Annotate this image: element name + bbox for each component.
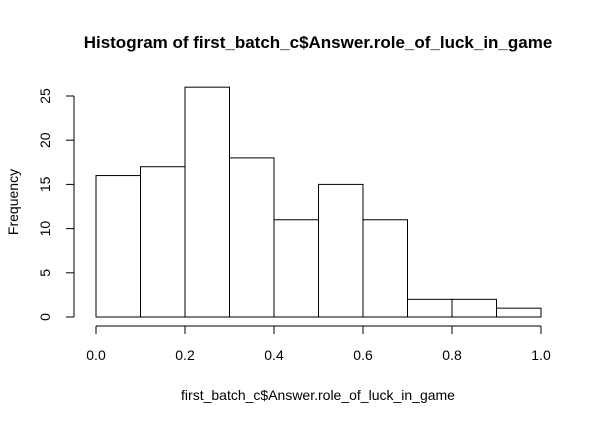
chart-title: Histogram of first_batch_c$Answer.role_o… <box>84 33 553 52</box>
y-axis: 0 5 10 15 20 25 <box>37 88 75 321</box>
x-tick-label: 0.8 <box>442 347 462 363</box>
histogram-bar <box>451 298 497 318</box>
y-tick-label: 15 <box>37 176 53 192</box>
histogram-bar <box>140 166 186 318</box>
y-tick-label: 25 <box>37 88 53 104</box>
histogram-bar <box>318 183 364 318</box>
x-axis-label: first_batch_c$Answer.role_of_luck_in_gam… <box>181 387 455 403</box>
x-axis: 0.0 0.2 0.4 0.6 0.8 1.0 <box>86 325 551 363</box>
bars-group <box>95 86 542 318</box>
x-tick-label: 0.6 <box>353 347 373 363</box>
x-tick-label: 0.2 <box>175 347 195 363</box>
x-tick-label: 0.0 <box>86 347 106 363</box>
x-tick-label: 0.4 <box>264 347 284 363</box>
x-tick-label: 1.0 <box>531 347 551 363</box>
y-tick-label: 10 <box>37 221 53 237</box>
histogram-bar <box>407 298 453 318</box>
histogram-bar <box>95 175 141 318</box>
histogram-bar <box>362 219 408 318</box>
y-tick-label: 0 <box>37 313 53 321</box>
y-tick-label: 5 <box>37 269 53 277</box>
histogram-bar <box>184 86 230 318</box>
y-tick-label: 20 <box>37 132 53 148</box>
histogram-bar <box>229 157 275 318</box>
histogram-bar <box>273 219 319 318</box>
histogram-bar <box>496 307 542 318</box>
y-axis-label: Frequency <box>5 169 21 235</box>
